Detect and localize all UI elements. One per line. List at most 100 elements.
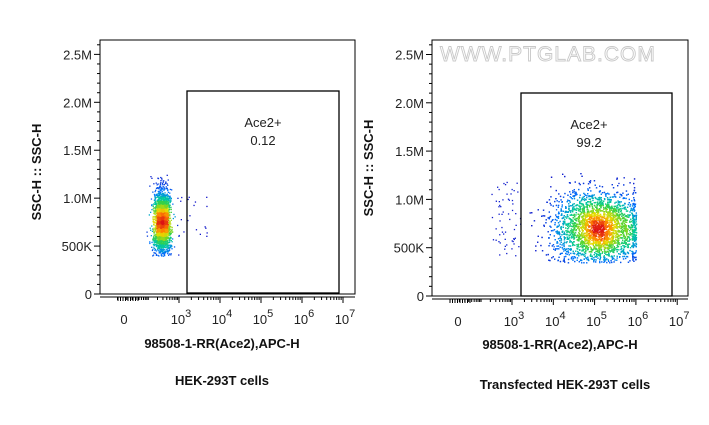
data-point xyxy=(195,229,198,231)
data-point xyxy=(160,182,162,184)
data-point xyxy=(150,198,153,200)
data-point xyxy=(156,234,158,236)
data-point xyxy=(159,225,161,227)
data-point xyxy=(163,218,165,221)
data-point xyxy=(193,204,195,207)
data-point xyxy=(161,177,163,179)
data-point xyxy=(164,229,167,231)
data-point xyxy=(152,238,154,240)
data-point xyxy=(157,236,160,238)
data-point xyxy=(167,197,169,199)
data-point xyxy=(165,198,168,200)
data-point xyxy=(163,188,166,190)
data-point xyxy=(167,229,169,231)
data-point xyxy=(155,203,158,206)
data-point xyxy=(160,246,163,248)
data-point xyxy=(160,254,162,256)
data-point xyxy=(206,205,208,208)
data-point xyxy=(169,201,171,204)
data-point xyxy=(199,233,201,235)
data-point xyxy=(163,222,165,224)
data-point xyxy=(160,244,162,246)
data-point xyxy=(154,218,156,220)
data-point xyxy=(153,242,155,244)
data-point xyxy=(162,245,164,248)
data-point xyxy=(156,221,159,223)
data-point xyxy=(165,210,167,212)
data-point xyxy=(154,194,156,196)
data-point xyxy=(167,247,169,249)
data-point xyxy=(157,225,159,227)
data-point xyxy=(159,212,161,214)
data-point xyxy=(187,198,189,201)
data-point xyxy=(163,203,165,205)
data-point xyxy=(169,241,171,243)
data-point xyxy=(164,197,166,199)
data-point xyxy=(167,213,169,215)
data-point xyxy=(160,223,162,225)
y-tick-label: 500K xyxy=(62,239,93,254)
data-point xyxy=(162,181,164,183)
data-point xyxy=(163,180,165,182)
data-point xyxy=(160,237,162,239)
data-point xyxy=(152,217,154,219)
watermark: WWW.PTGLAB.COM xyxy=(440,43,656,66)
data-point xyxy=(158,217,160,219)
data-point xyxy=(150,229,152,231)
data-point xyxy=(164,214,166,216)
data-point xyxy=(159,252,161,254)
data-point xyxy=(154,243,156,245)
data-point xyxy=(156,184,158,186)
data-point xyxy=(154,222,157,224)
data-point xyxy=(159,197,162,200)
data-point xyxy=(167,231,169,234)
data-point xyxy=(168,230,170,232)
data-point xyxy=(163,245,165,248)
data-point xyxy=(160,218,162,220)
data-point xyxy=(173,246,176,248)
data-point xyxy=(163,203,165,205)
data-point xyxy=(172,238,174,240)
data-point xyxy=(162,217,164,219)
data-point xyxy=(169,223,171,225)
data-point xyxy=(150,235,152,237)
data-point xyxy=(159,183,162,185)
data-point xyxy=(165,233,168,235)
data-point xyxy=(170,232,172,235)
data-point xyxy=(164,233,166,236)
data-point xyxy=(162,209,164,211)
data-point xyxy=(165,230,167,232)
data-point xyxy=(159,240,161,243)
data-point xyxy=(159,210,161,212)
data-point xyxy=(162,199,165,201)
data-point xyxy=(167,198,170,200)
data-point xyxy=(169,200,171,202)
data-point xyxy=(155,218,157,220)
data-point xyxy=(169,233,171,235)
data-point xyxy=(174,216,176,218)
data-point xyxy=(164,212,166,214)
data-point xyxy=(168,227,170,230)
data-point xyxy=(160,187,162,189)
data-point xyxy=(149,185,151,187)
data-point xyxy=(164,192,166,194)
data-point xyxy=(170,247,172,249)
data-point xyxy=(169,225,171,227)
data-point xyxy=(162,220,164,222)
data-point xyxy=(155,206,157,208)
data-point xyxy=(172,217,174,220)
data-point xyxy=(165,194,167,196)
data-point xyxy=(162,195,164,197)
data-point xyxy=(154,208,157,210)
data-point xyxy=(169,217,172,219)
data-point xyxy=(160,180,162,182)
y-tick-label: 2.5M xyxy=(63,47,92,62)
data-point xyxy=(166,212,168,214)
data-point xyxy=(161,195,163,198)
data-point xyxy=(154,210,156,212)
data-point xyxy=(163,186,165,188)
data-point xyxy=(158,203,160,205)
data-point xyxy=(168,232,170,234)
data-point xyxy=(163,229,165,231)
data-point xyxy=(183,231,185,233)
